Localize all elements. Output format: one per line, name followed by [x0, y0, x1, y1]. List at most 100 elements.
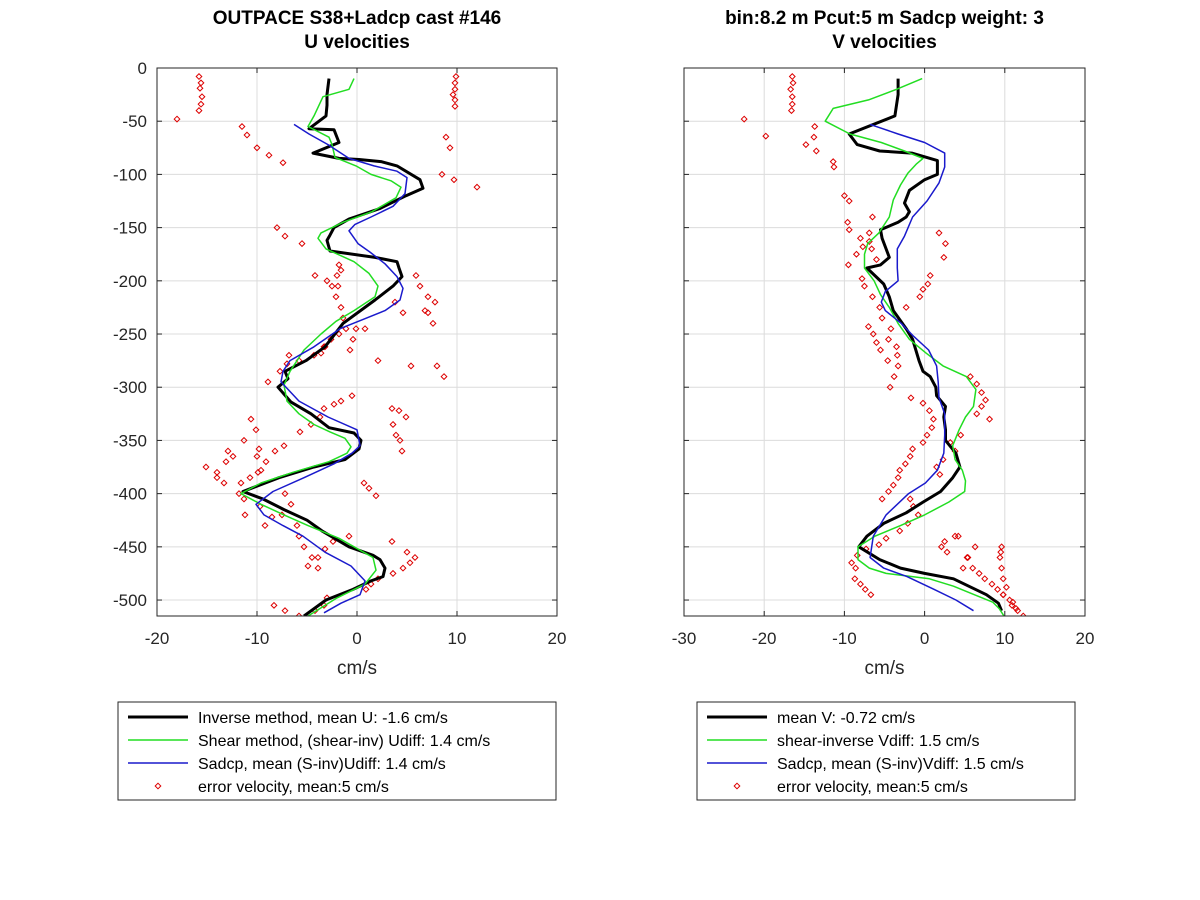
- chart-subtitle: U velocities: [304, 32, 410, 53]
- error-velocity-point: [940, 253, 948, 261]
- x-tick-label: -20: [145, 629, 170, 648]
- error-velocity-point: [213, 474, 221, 482]
- y-tick-label: -300: [113, 378, 147, 397]
- error-velocity-point: [261, 522, 269, 530]
- error-velocity-point: [963, 553, 971, 561]
- series-error-velocity: [173, 73, 481, 616]
- chart-title: OUTPACE S38+Ladcp cast #146: [213, 8, 501, 29]
- error-velocity-point: [919, 285, 927, 293]
- error-velocity-point: [853, 551, 861, 559]
- error-velocity-point: [864, 323, 872, 331]
- error-velocity-point: [403, 548, 411, 556]
- error-velocity-point: [848, 559, 856, 567]
- x-axis-label: cm/s: [337, 658, 377, 679]
- error-velocity-point: [937, 543, 945, 551]
- error-velocity-point: [243, 131, 251, 139]
- error-velocity-point: [450, 176, 458, 184]
- error-velocity-point: [328, 282, 336, 290]
- error-velocity-point: [959, 564, 967, 572]
- error-velocity-point: [337, 397, 345, 405]
- error-velocity-point: [981, 575, 989, 583]
- error-velocity-point: [238, 123, 246, 131]
- error-velocity-point: [964, 553, 972, 561]
- error-velocity-point: [894, 362, 902, 370]
- error-velocity-point: [337, 266, 345, 274]
- error-velocity-point: [875, 541, 883, 549]
- error-velocity-point: [986, 415, 994, 423]
- legend-entry-label: mean V: -0.72 cm/s: [777, 710, 915, 727]
- error-velocity-point: [374, 357, 382, 365]
- error-velocity-point: [868, 213, 876, 221]
- error-velocity-point: [872, 339, 880, 347]
- error-velocity-point: [896, 527, 904, 535]
- error-velocity-point: [278, 511, 286, 519]
- error-velocity-point: [412, 271, 420, 280]
- error-velocity-point: [852, 250, 860, 258]
- series-line-inverse: [847, 78, 1003, 612]
- error-velocity-point: [406, 559, 414, 567]
- error-velocity-point: [323, 277, 331, 285]
- error-velocity-point: [876, 346, 884, 354]
- y-tick-label: -350: [113, 431, 147, 450]
- x-tick-label: 0: [352, 629, 361, 648]
- x-tick-label: -20: [752, 629, 777, 648]
- ticks: -20 -10 0 10 200-50-100-150-200-250-300-350-…: [113, 59, 566, 648]
- error-velocity-point: [424, 293, 432, 301]
- error-velocity-point: [195, 107, 203, 115]
- error-velocity-point: [399, 309, 407, 317]
- error-velocity-point: [999, 591, 1007, 599]
- error-velocity-point: [886, 383, 894, 391]
- error-velocity-point: [909, 445, 917, 453]
- error-velocity-point: [973, 380, 981, 388]
- series-layer: [173, 73, 481, 616]
- error-velocity-point: [438, 170, 446, 178]
- error-velocity-point: [220, 479, 228, 487]
- y-tick-label: -250: [113, 325, 147, 344]
- legend-entry-label: Sadcp, mean (S-inv)Vdiff: 1.5 cm/s: [777, 756, 1024, 773]
- error-velocity-point: [224, 447, 232, 455]
- error-velocity-point: [867, 591, 875, 599]
- error-velocity-point: [878, 495, 886, 503]
- error-velocity-point: [858, 275, 866, 283]
- error-velocity-point: [314, 564, 322, 572]
- error-velocity-point: [936, 470, 944, 478]
- error-velocity-point: [265, 151, 273, 159]
- error-velocity-point: [473, 183, 481, 191]
- error-velocity-point: [451, 96, 459, 104]
- error-velocity-point: [197, 100, 205, 108]
- error-velocity-point: [287, 500, 295, 508]
- error-velocity-point: [830, 163, 838, 171]
- error-velocity-point: [348, 392, 356, 400]
- x-tick-label: 0: [920, 629, 929, 648]
- error-velocity-point: [421, 307, 429, 315]
- error-velocity-point: [969, 564, 977, 572]
- error-velocity-point: [868, 245, 876, 253]
- error-velocity-point: [856, 234, 864, 242]
- error-velocity-point: [943, 548, 951, 556]
- error-velocity-point: [925, 407, 933, 415]
- error-velocity-point: [335, 261, 343, 269]
- error-velocity-point: [296, 428, 304, 436]
- error-velocity-point: [352, 325, 360, 333]
- error-velocity-point: [389, 569, 397, 577]
- error-velocity-point: [222, 458, 230, 466]
- error-velocity-point: [440, 373, 448, 381]
- error-velocity-point: [330, 400, 338, 408]
- legend-marker-diamond: [733, 782, 741, 790]
- legend-entry-label: error velocity, mean:5 cm/s: [198, 779, 389, 796]
- error-velocity-point: [966, 373, 974, 381]
- error-velocity-point: [1002, 583, 1010, 591]
- error-velocity-point: [893, 351, 901, 359]
- error-velocity-point: [996, 553, 1004, 561]
- error-velocity-point: [902, 303, 910, 311]
- error-velocity-point: [810, 133, 818, 141]
- error-velocity-point: [253, 144, 261, 152]
- error-velocity-point: [893, 343, 901, 351]
- error-velocity-point: [361, 325, 369, 333]
- error-velocity-point: [859, 243, 867, 251]
- error-velocity-point: [788, 93, 796, 101]
- error-velocity-point: [861, 585, 869, 593]
- u-velocity-panel: -20 -10 0 10 200-50-100-150-200-250-300-350-…: [113, 8, 566, 679]
- v-velocity-panel: -30 -20 -10 0 10 20 cm/s bin:8.2 m Pcut:5 m Sad…: [672, 8, 1095, 679]
- error-velocity-point: [253, 452, 261, 460]
